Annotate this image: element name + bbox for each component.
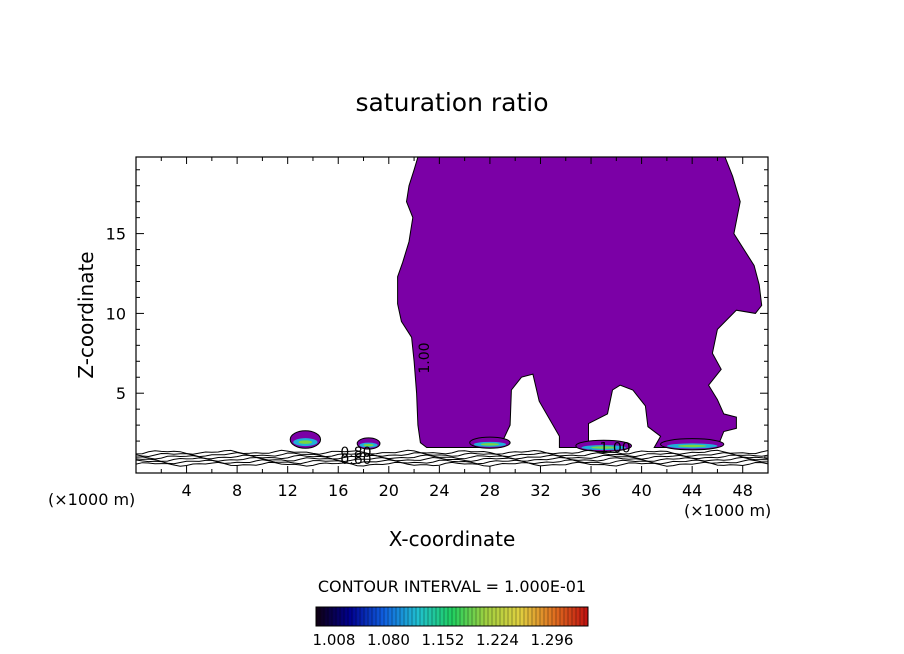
x-unit-left: (×1000 m)	[48, 490, 135, 509]
cloud-cell-peak-2	[480, 443, 500, 446]
x-axis-label: X-coordinate	[389, 527, 516, 551]
x-unit-right: (×1000 m)	[684, 501, 771, 520]
y-tick-label-5: 5	[116, 384, 126, 403]
boundary-contour-2	[136, 456, 768, 463]
x-tick-label-32: 32	[530, 481, 550, 500]
x-tick-label-8: 8	[232, 481, 242, 500]
plot-area: 1.00 1.00 0.800.60	[136, 157, 768, 468]
cloud-cell-peak-0	[298, 440, 313, 444]
contour-label-2: 0.80	[340, 445, 371, 461]
x-axis-ticks: 4 8 12 16 20 24 28 32 36 40 44 48	[160, 157, 753, 500]
x-tick-label-28: 28	[480, 481, 500, 500]
cloud-cell-peak-1	[363, 443, 374, 447]
colorbar-tick-label-0: 1.008	[313, 631, 356, 649]
colorbar-tick-label-2: 1.152	[422, 631, 465, 649]
boundary-contour-3	[136, 454, 768, 460]
x-tick-label-20: 20	[379, 481, 399, 500]
boundary-contour-0	[136, 461, 768, 467]
y-tick-label-10: 10	[106, 304, 126, 323]
colorbar-tick-label-3: 1.224	[476, 631, 519, 649]
contour-label-0: 1.00	[417, 343, 433, 374]
y-axis-label: Z-coordinate	[74, 251, 98, 378]
x-tick-label-4: 4	[181, 481, 191, 500]
plot-frame	[135, 156, 769, 474]
colorbar-tick-labels: 1.008 1.080 1.152 1.224 1.296	[313, 631, 574, 649]
x-tick-label-16: 16	[328, 481, 348, 500]
cloud-cell-peak-3	[591, 446, 617, 449]
saturated-region	[397, 157, 763, 448]
x-tick-label-12: 12	[278, 481, 298, 500]
colorbar	[315, 606, 589, 627]
cloud-cell-peak-4	[677, 444, 707, 448]
contour-label-3: 0.60	[340, 452, 371, 468]
chart-title: saturation ratio	[355, 88, 548, 117]
x-tick-label-44: 44	[682, 481, 702, 500]
boundary-contour-5	[136, 449, 768, 455]
colorbar-tick-label-1: 1.080	[367, 631, 410, 649]
boundary-contour-1	[136, 459, 768, 465]
colorbar-frame	[315, 606, 589, 627]
x-tick-label-40: 40	[631, 481, 651, 500]
x-tick-label-36: 36	[581, 481, 601, 500]
y-axis-ticks: 5 10 15	[106, 169, 768, 458]
contour-label-1: 1.00	[599, 440, 630, 456]
y-tick-label-15: 15	[106, 225, 126, 244]
contour-interval-text: CONTOUR INTERVAL = 1.000E-01	[318, 577, 586, 596]
colorbar-tick-label-4: 1.296	[531, 631, 574, 649]
x-tick-label-48: 48	[733, 481, 753, 500]
x-tick-label-24: 24	[429, 481, 449, 500]
